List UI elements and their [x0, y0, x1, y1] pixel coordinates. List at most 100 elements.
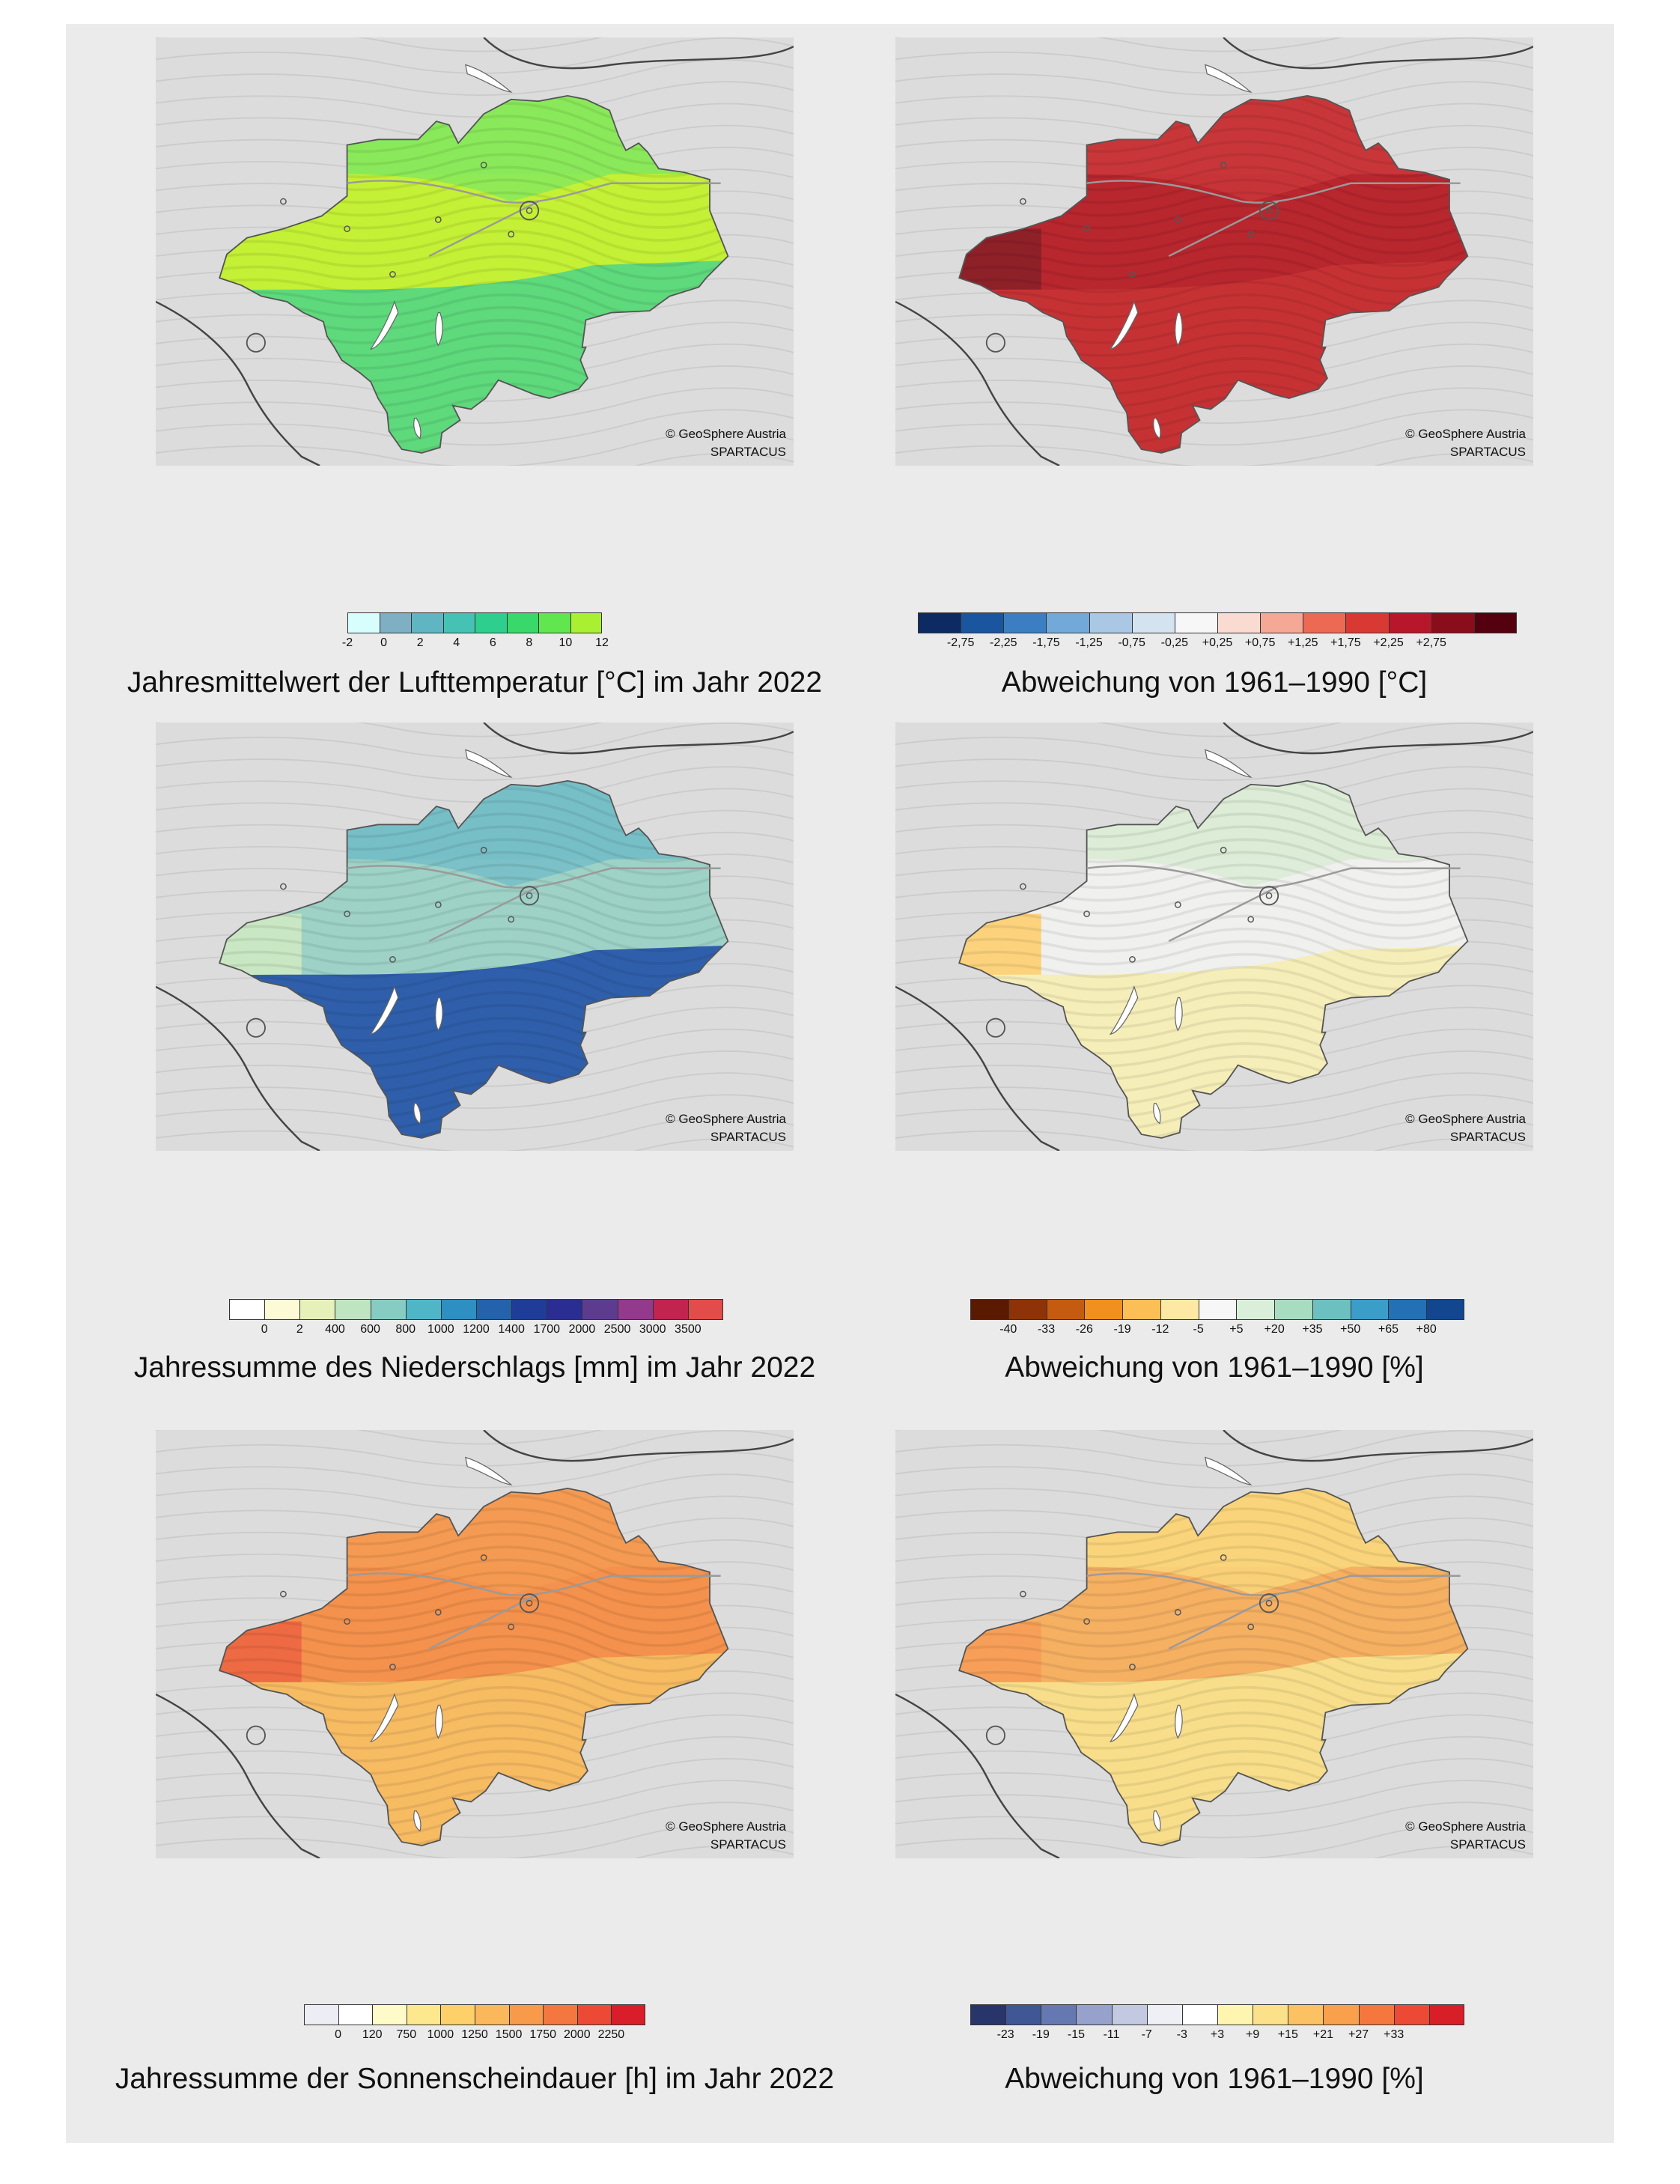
legend-tick-label: -26: [1075, 1323, 1093, 1336]
city-marker: [1265, 1599, 1273, 1607]
city-marker: [1083, 910, 1090, 917]
credit-line-2: SPARTACUS: [1449, 1130, 1526, 1144]
legend-swatch: [335, 1299, 371, 1320]
legend-swatch: [440, 2004, 475, 2025]
legend-swatch: [508, 2004, 544, 2025]
credit-text: © GeoSphere Austria SPARTACUS: [666, 1818, 786, 1854]
legend-swatch: [1431, 612, 1474, 633]
border-line: [895, 300, 1060, 466]
border-line: [156, 1693, 320, 1858]
legend-tick-label: -5: [1193, 1323, 1204, 1336]
legend-tick-label: 120: [362, 2028, 383, 2041]
legend-tick-label: +20: [1264, 1323, 1285, 1336]
legend-swatch: [1288, 2004, 1324, 2025]
legend-swatch: [1174, 612, 1217, 633]
legend-tick-label: -2,25: [990, 636, 1017, 649]
city-marker: [280, 198, 287, 205]
legend-swatch: [1253, 2004, 1288, 2025]
credit-line-1: © GeoSphere Austria: [1405, 1819, 1526, 1834]
legend-swatch: [1393, 2004, 1429, 2025]
region-outline: [958, 1487, 1469, 1846]
legend-tick-label: +1,25: [1288, 636, 1318, 649]
credit-line-1: © GeoSphere Austria: [1405, 427, 1526, 441]
legend-swatch: [1428, 2004, 1464, 2025]
legend-tick-label: 1000: [427, 1323, 454, 1336]
credit-line-1: © GeoSphere Austria: [666, 427, 786, 441]
legend-tick-label: +15: [1277, 2028, 1298, 2041]
credit-line-1: © GeoSphere Austria: [666, 1819, 786, 1834]
legend-tick-label: 1400: [498, 1323, 525, 1336]
region-outline: [219, 1487, 729, 1846]
legend-swatch: [1131, 612, 1175, 633]
legend-swatch: [1076, 2004, 1112, 2025]
city-marker: [1174, 1609, 1181, 1616]
legend-swatch: [347, 612, 380, 633]
legend-swatch: [1160, 1299, 1199, 1320]
city-marker: [1174, 216, 1181, 223]
city-marker: [434, 901, 442, 908]
legend-tick-label: -7: [1141, 2028, 1152, 2041]
capital-marker: [1259, 886, 1279, 906]
legend-tick-label: 400: [325, 1323, 345, 1336]
legend-tick-label: 10: [559, 636, 573, 649]
city-marker: [1265, 892, 1273, 899]
legend-swatch: [970, 1299, 1008, 1320]
legend-swatch: [1111, 2004, 1147, 2025]
region-outline: [958, 779, 1469, 1139]
legend-ticks: 0 2 400 600 800 1000 1200 1400 1700 2000 2500 3000 3…: [229, 1323, 723, 1338]
region-map: [895, 723, 1533, 1151]
legend-tick-label: 1700: [533, 1323, 561, 1336]
city-marker: [1174, 901, 1181, 908]
legend-tick-label: 2: [416, 636, 424, 649]
credit-line-2: SPARTACUS: [710, 1837, 786, 1852]
city-marker: [526, 892, 533, 899]
capital-marker: [519, 886, 540, 906]
legend-tick-label: -23: [996, 2028, 1014, 2041]
legend-swatch: [299, 1299, 335, 1320]
legend-swatch: [547, 1299, 582, 1320]
city-marker: [480, 162, 487, 168]
city-marker: [1129, 956, 1136, 963]
legend-swatch: [570, 612, 602, 633]
legend-tick-label: -40: [999, 1323, 1017, 1336]
legend-tick-label: 1750: [529, 2028, 556, 2041]
legend-tick-label: -0,25: [1160, 636, 1189, 649]
border-line: [895, 985, 1060, 1151]
legend-swatch: [1260, 612, 1303, 633]
city-marker: [526, 1599, 533, 1607]
legend-swatch: [1388, 1299, 1427, 1320]
lake: [369, 300, 399, 350]
legend-tick-label: -0,75: [1118, 636, 1145, 649]
legend-swatch: [1046, 1299, 1085, 1320]
city-marker: [508, 1623, 515, 1631]
legend-swatch: [1003, 612, 1047, 633]
city-marker: [280, 1590, 287, 1598]
city-marker: [280, 883, 287, 890]
legend-swatch: [1217, 2004, 1253, 2025]
legend-swatch: [538, 612, 570, 633]
region-map: [156, 37, 794, 466]
legend-swatch: [970, 2004, 1006, 2025]
map-panel-6: © GeoSphere Austria SPARTACUS: [895, 1430, 1533, 1858]
map-panel-2: © GeoSphere Austria SPARTACUS: [895, 37, 1533, 466]
legend-tick-label: -12: [1151, 1323, 1169, 1336]
legend-tick-label: -1,75: [1032, 636, 1060, 649]
legend-tick-label: 0: [261, 1323, 268, 1336]
legend-tick-label: 1200: [463, 1323, 490, 1336]
legend-tick-label: +80: [1416, 1323, 1437, 1336]
lake: [369, 985, 399, 1035]
legend-swatch: [506, 612, 538, 633]
city-marker: [480, 1554, 487, 1561]
legend-swatch: [1008, 1299, 1047, 1320]
legend-ticks: -2,75 -2,25 -1,75 -1,25 -0,75 -0,25 +0,25 +0,75…: [918, 636, 1517, 651]
capital-marker: [519, 1593, 540, 1613]
capital-marker: [1259, 201, 1279, 221]
legend-swatch: [576, 2004, 612, 2025]
legend-swatch: [229, 1299, 265, 1320]
legend-swatch: [1198, 1299, 1237, 1320]
legend-tick-label: -2: [341, 636, 353, 649]
credit-text: © GeoSphere Austria SPARTACUS: [1405, 1818, 1526, 1854]
region-outline: [958, 94, 1469, 454]
legend-tick-label: +0,75: [1244, 636, 1276, 649]
legend-swatch: [370, 1299, 406, 1320]
